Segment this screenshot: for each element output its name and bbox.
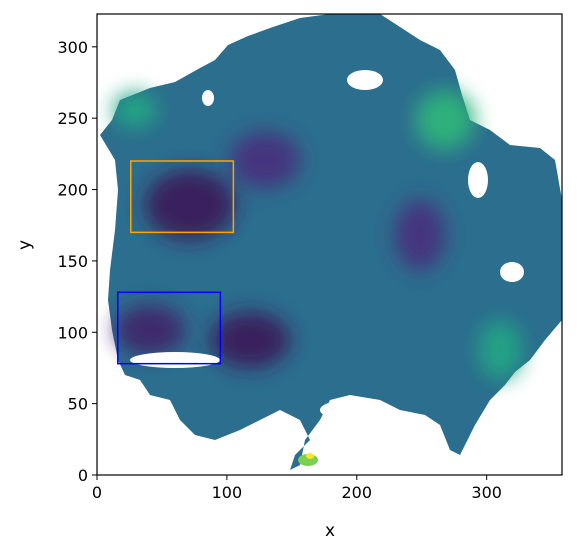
green-spot-3 [113, 92, 157, 128]
y-tick-label: 50 [68, 395, 88, 414]
y-tick-label: 300 [57, 38, 88, 57]
x-tick-label: 200 [342, 483, 373, 502]
dark-spot-1 [145, 170, 235, 240]
y-tick-label: 100 [57, 323, 88, 342]
x-tick-label: 300 [471, 483, 502, 502]
hole-2 [202, 90, 214, 106]
green-spot-1 [415, 90, 475, 150]
dark-spot-5 [395, 200, 445, 270]
blue-box [117, 291, 222, 365]
hole-5 [130, 352, 220, 368]
dark-spot-3 [115, 305, 185, 355]
hole-1 [347, 70, 383, 90]
orange-box [130, 160, 235, 234]
hole-3 [468, 162, 488, 198]
green-spot-2 [478, 320, 522, 380]
x-tick-label: 100 [212, 483, 243, 502]
y-axis-ticks: 0 50 100 150 200 250 300 [57, 38, 97, 485]
dark-spot-4 [230, 132, 300, 188]
y-axis-label: y [15, 240, 35, 250]
x-tick-label: 0 [92, 483, 102, 502]
plot-frame [96, 13, 563, 476]
y-tick-label: 150 [57, 252, 88, 271]
x-axis-ticks: 0 100 200 300 [92, 475, 502, 502]
x-axis-label: x [325, 521, 335, 541]
dark-spot-2 [210, 312, 290, 368]
y-tick-label: 200 [57, 181, 88, 200]
heatmap-field [100, 14, 562, 470]
bright-core [306, 453, 314, 459]
annotation-rectangles [117, 160, 235, 365]
hole-4 [500, 262, 524, 282]
y-tick-label: 250 [57, 109, 88, 128]
y-tick-label: 0 [78, 466, 88, 485]
ice-region [100, 14, 562, 470]
hole-6 [320, 400, 380, 420]
